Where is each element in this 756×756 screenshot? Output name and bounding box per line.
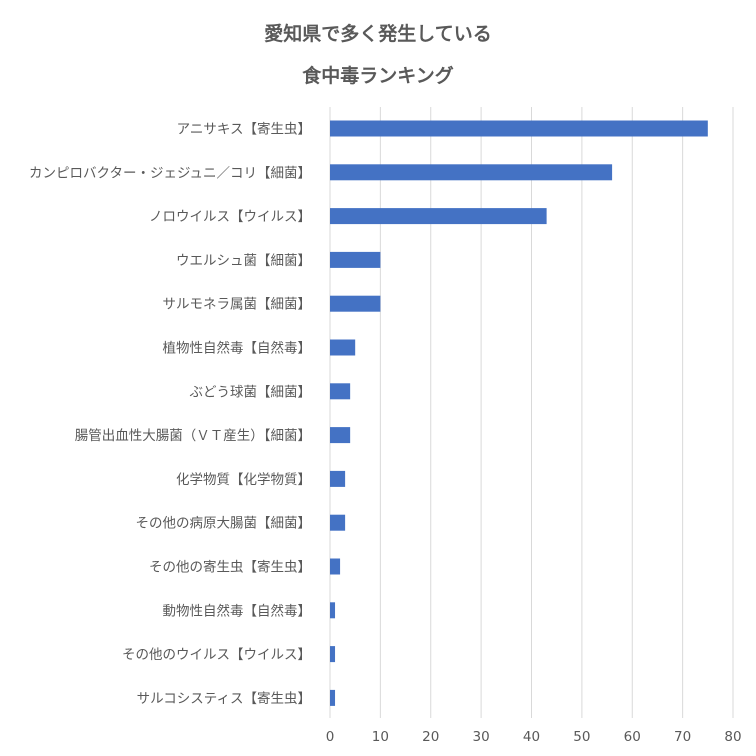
category-label: サルコシスティス【寄生虫】 — [137, 690, 311, 707]
bars — [330, 120, 708, 706]
bar — [330, 602, 336, 619]
category-label: ノロウイルス【ウイルス】 — [149, 209, 311, 225]
x-tick-label: 40 — [523, 729, 540, 745]
x-tick-label: 20 — [422, 729, 439, 745]
x-tick-label: 60 — [624, 729, 641, 745]
gridlines — [329, 107, 734, 718]
bar — [330, 514, 346, 531]
bar — [330, 208, 547, 225]
x-tick-label: 10 — [372, 729, 389, 745]
bar — [330, 558, 341, 575]
category-label: サルモネラ属菌【細菌】 — [163, 297, 312, 313]
category-label: 動物性自然毒【自然毒】 — [163, 602, 312, 619]
category-label: 腸管出血性大腸菌（ＶＴ産生）【細菌】 — [75, 428, 311, 444]
category-label: アニサキス【寄生虫】 — [177, 121, 311, 138]
bar — [330, 120, 708, 137]
bar — [330, 427, 351, 444]
category-label: 植物性自然毒【自然毒】 — [163, 340, 312, 357]
bar — [330, 646, 336, 663]
bar — [330, 689, 336, 706]
bar — [330, 470, 346, 487]
x-tick-label: 50 — [573, 729, 590, 745]
category-labels: アニサキス【寄生虫】カンピロバクター・ジェジュニ／コリ【細菌】ノロウイルス【ウイ… — [29, 121, 311, 707]
x-tick-label: 30 — [473, 729, 490, 745]
x-axis-ticks: 0 10 20 30 40 50 60 70 80 — [326, 729, 742, 745]
category-label: ウエルシュ菌【細菌】 — [176, 253, 311, 269]
bar — [330, 383, 351, 400]
category-label: その他の寄生虫【寄生虫】 — [149, 559, 311, 576]
category-label: その他の病原大腸菌【細菌】 — [136, 516, 312, 532]
category-label: 化学物質【化学物質】 — [176, 472, 311, 488]
chart-title-line-2: 食中毒ランキング — [302, 65, 454, 87]
bar — [330, 251, 381, 268]
category-label: ぶどう球菌【細菌】 — [190, 384, 312, 400]
bar — [330, 164, 613, 181]
x-tick-label: 80 — [724, 729, 741, 745]
bar — [330, 339, 356, 356]
category-label: カンピロバクター・ジェジュニ／コリ【細菌】 — [29, 165, 311, 181]
x-tick-label: 0 — [326, 729, 335, 745]
bar — [330, 295, 381, 312]
x-tick-label: 70 — [674, 729, 691, 745]
category-label: その他のウイルス【ウイルス】 — [122, 647, 311, 663]
chart-title-line-1: 愛知県で多く発生している — [264, 23, 492, 45]
